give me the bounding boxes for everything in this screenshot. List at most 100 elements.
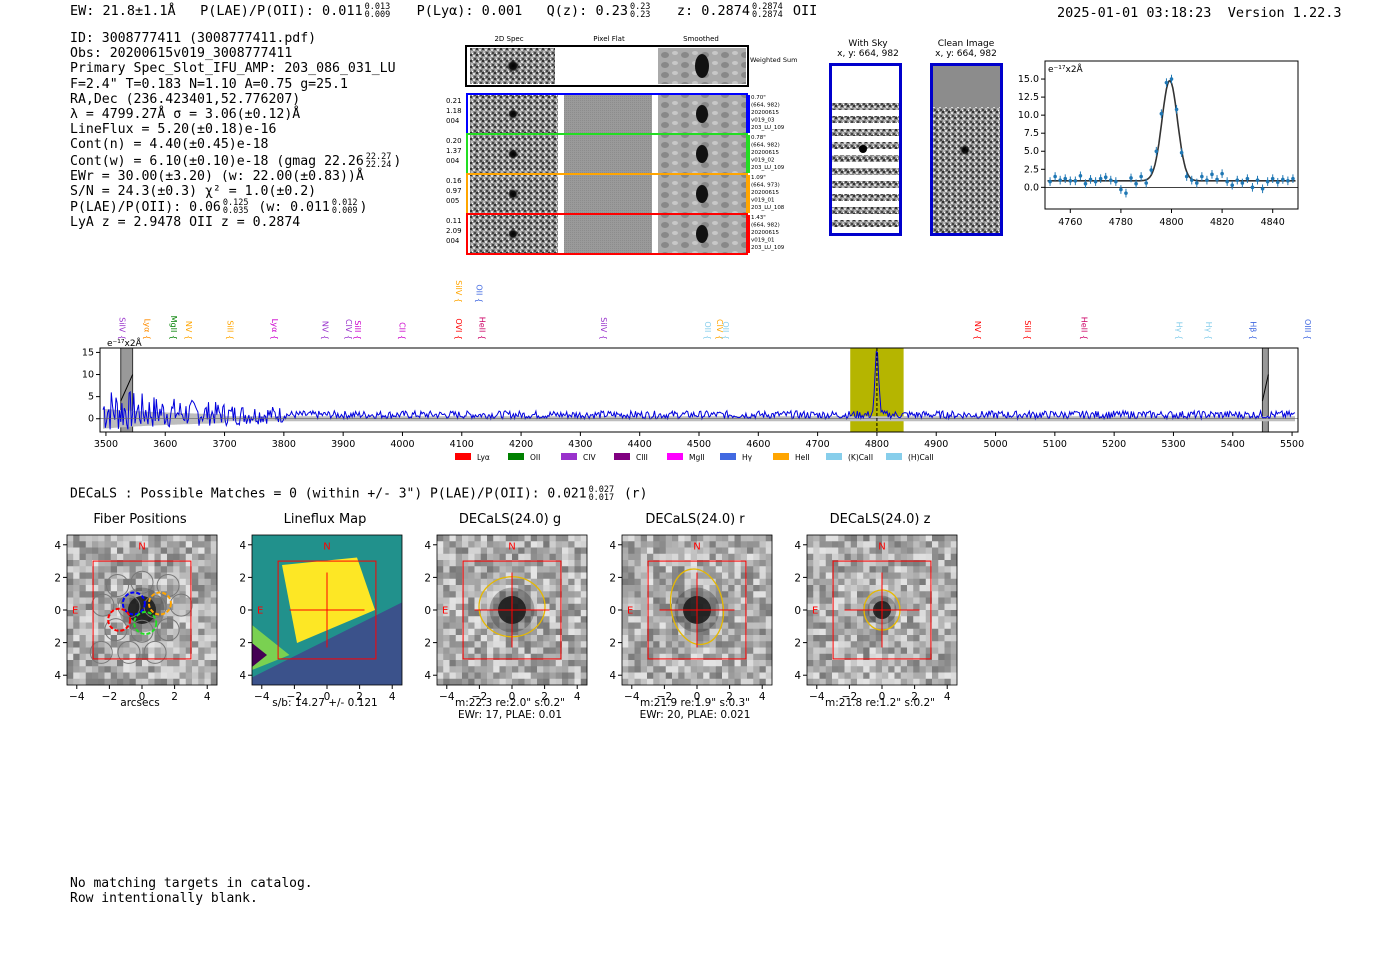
panel-caption: m:21.9 re:1.9" s:0.3" EWr: 20, PLAE: 0.02… bbox=[610, 697, 780, 721]
panel-xtick-label: 2 bbox=[541, 691, 548, 703]
search-box bbox=[277, 560, 377, 660]
clean-xy: x, y: 664, 982 bbox=[935, 49, 997, 59]
info-params: F=2.4" T=0.183 N=1.10 A=0.75 g=25.1 bbox=[70, 76, 348, 92]
spec-line-label: SiII { bbox=[226, 320, 235, 340]
zoom-data-point bbox=[1210, 170, 1214, 179]
search-box bbox=[462, 560, 562, 660]
info-lineflux: LineFlux = 5.20(±0.18)e-16 bbox=[70, 122, 277, 138]
spec-xtick-label: 4800 bbox=[865, 439, 889, 450]
panel-xtick-label: 4 bbox=[944, 691, 951, 703]
zoom-ytick-label: 10.0 bbox=[1018, 110, 1039, 121]
fiber-circle bbox=[91, 593, 115, 617]
info-contw: Cont(w) = 6.10(±0.10)e-18 (gmag 22.26 22.… bbox=[70, 151, 401, 169]
panel-ytick-label: 2 bbox=[610, 572, 616, 584]
header-z-hi: 0.2874 bbox=[751, 2, 783, 12]
spec-ytick-label: 15 bbox=[82, 347, 94, 358]
fiber-circle bbox=[156, 618, 180, 642]
svg-text:Hγ: Hγ bbox=[742, 453, 753, 462]
cutout-left-stat: 004 bbox=[446, 157, 460, 165]
decals-band: (r) bbox=[623, 486, 648, 502]
panel-ytick-label: 2 bbox=[240, 572, 246, 584]
zoom-data-point bbox=[1174, 105, 1179, 114]
zoom-data-point bbox=[1291, 174, 1295, 184]
panel-caption: s/b: 14.27 +/- 0.121 bbox=[240, 697, 410, 709]
cutout-right-stat: 20200615 bbox=[751, 150, 779, 156]
spec-line-label: CIV { bbox=[344, 319, 353, 340]
spec-line-label: HeII { bbox=[478, 317, 487, 340]
full-spectrum-chart: 3500 3600 3700 3800 3900 4000 4100 4200 4300 4400… bbox=[82, 280, 1312, 462]
panel-title: DECaLS(24.0) r bbox=[645, 512, 745, 527]
zoom-data-point bbox=[1124, 188, 1128, 198]
panel-fiber: Fiber Positions N E −4 −4 −2 −2 0 0 2 2 4 4 arcsecs bbox=[46, 512, 225, 709]
panel-title: DECaLS(24.0) g bbox=[458, 512, 562, 527]
panel-ytick-label: −4 bbox=[240, 670, 246, 682]
sky-stripe bbox=[831, 155, 900, 162]
info-primary: Primary Spec_Slot_IFU_AMP: 203_086_031_L… bbox=[70, 61, 396, 77]
info-plae-hi: 0.125 bbox=[222, 198, 249, 209]
zoom-fit-chart: 4760 4780 4800 4820 4840 0.0 2.5 5.0 7.5 10.0 12.5… bbox=[1018, 60, 1299, 228]
panel-ytick-label: 4 bbox=[55, 540, 61, 552]
panel-xtick-label: 0 bbox=[139, 691, 146, 703]
spec-xtick-label: 3800 bbox=[272, 439, 296, 450]
sky-stripe bbox=[831, 207, 900, 214]
zoom-data-point bbox=[1129, 173, 1133, 183]
spec-xtick-label: 4400 bbox=[628, 439, 652, 450]
cutout-right-stat: 203_LU_109 bbox=[751, 165, 785, 171]
panel-xtick-label: −2 bbox=[472, 691, 487, 703]
spec-line-label: OIII { bbox=[1303, 319, 1312, 340]
zoom-data-point bbox=[1205, 175, 1209, 185]
panel-plot: N E −4 −4 −2 −2 0 0 2 2 4 4 bbox=[601, 534, 773, 703]
fiber-circle bbox=[117, 595, 141, 619]
zoom-data-point bbox=[1154, 146, 1159, 156]
info-contw-hi: 22.27 bbox=[365, 151, 392, 162]
zoom-data-point bbox=[1250, 183, 1255, 192]
east-label: E bbox=[72, 605, 78, 616]
cutout-right-stat: 20200615 bbox=[751, 110, 779, 116]
svg-text:(H)CaII: (H)CaII bbox=[908, 453, 934, 462]
cutout-right-stat: 1.43" bbox=[751, 215, 766, 221]
spec-line-label: Hγ { bbox=[1174, 322, 1183, 340]
panel-xtick-label: 0 bbox=[509, 691, 516, 703]
panel-ytick-label: 0 bbox=[610, 605, 616, 617]
panel-xtick-label: −2 bbox=[842, 691, 857, 703]
cutout-left-stat: 0.20 bbox=[446, 137, 462, 145]
header-z: z: 0.2874 bbox=[676, 3, 750, 19]
cutout-left-stat: 2.09 bbox=[446, 227, 462, 235]
spec-line-label: NV { bbox=[320, 321, 329, 340]
cutout-left-stat: 004 bbox=[446, 237, 460, 245]
panel-plot: N E −4 −4 −2 −2 0 0 2 2 4 4 bbox=[46, 534, 218, 703]
spec-xtick-label: 4000 bbox=[390, 439, 414, 450]
header-ew: EW: 21.8±1.1Å bbox=[70, 3, 176, 19]
panel-xtick-label: −4 bbox=[624, 691, 640, 703]
spec-line-label: CIV { bbox=[715, 319, 724, 340]
zoom-data-point bbox=[1108, 175, 1113, 185]
spec-legend-item: CIII bbox=[614, 453, 648, 462]
svg-text:HeII: HeII bbox=[795, 453, 810, 462]
cutout-left-stat: 004 bbox=[446, 117, 460, 125]
info-plae-w-lo: 0.009 bbox=[331, 206, 358, 217]
info-plae-w: (w: 0.011 bbox=[258, 200, 330, 216]
spec-ytick-label: 5 bbox=[88, 392, 94, 403]
zoom-data-point bbox=[1073, 176, 1078, 186]
east-label: E bbox=[627, 605, 633, 616]
panel-ytick-label: 4 bbox=[425, 540, 431, 552]
spec-line-label: SiII { bbox=[1023, 320, 1032, 340]
zoom-data-point bbox=[1119, 185, 1123, 194]
weighted-sum-row: Weighted Sum bbox=[465, 45, 797, 87]
panel-title: Lineflux Map bbox=[283, 512, 367, 527]
panel-xtick-label: −4 bbox=[254, 691, 270, 703]
spec-ytick-label: 0 bbox=[88, 414, 94, 425]
header-plya: P(Lyα): 0.001 bbox=[416, 3, 523, 19]
cutout-row: 0.16 0.97 005 1.09" (664, 973)20200615 v019_0… bbox=[446, 173, 785, 215]
header-qz-lo: 0.23 bbox=[629, 10, 651, 20]
panel-ytick-label: −2 bbox=[795, 638, 801, 650]
info-contn: Cont(n) = 4.40(±0.45)e-18 bbox=[70, 137, 269, 153]
zoom-data-point bbox=[1083, 179, 1088, 189]
spec-xtick-label: 3500 bbox=[94, 439, 118, 450]
info-plae: P(LAE)/P(OII): 0.06 0.125 0.035 (w: 0.011 0… bbox=[70, 198, 401, 217]
panel-ytick-label: 0 bbox=[795, 605, 801, 617]
zoom-data-point bbox=[1139, 172, 1143, 181]
panel-xtick-label: −4 bbox=[69, 691, 85, 703]
panel-plot: N E −4 −4 −2 −2 0 0 2 2 4 4 bbox=[416, 534, 588, 703]
